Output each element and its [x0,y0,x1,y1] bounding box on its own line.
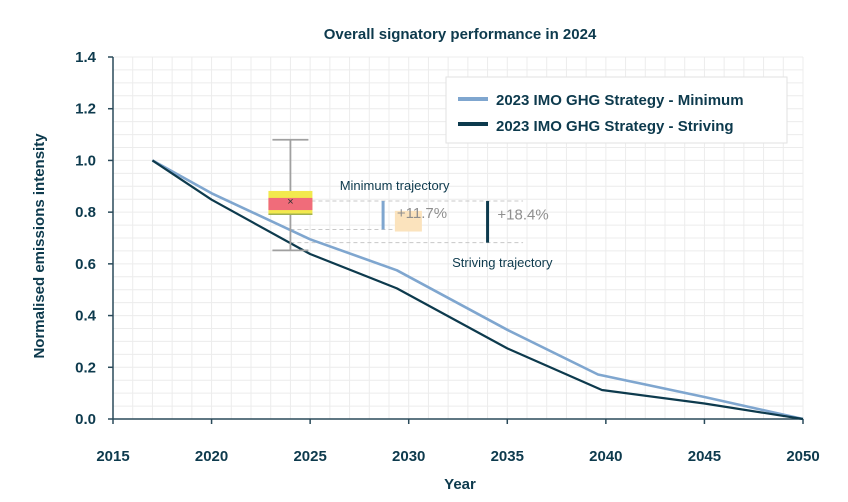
y-axis-label: Normalised emissions intensity [31,133,48,359]
x-axis-label: Year [444,476,476,493]
x-tick-label: 2015 [96,448,129,465]
y-tick-label: 1.0 [75,152,96,169]
chart-title: Overall signatory performance in 2024 [324,26,597,43]
label-striving-gap: +18.4% [497,206,548,223]
box-inner-range [268,197,313,211]
axes: 2015 2020 2025 2030 2035 2040 2045 2050 0.0 0.2 0.… [75,49,820,465]
highlight-minimum-gap [394,210,422,232]
x-tick-label: 2030 [392,448,425,465]
y-tick-label: 0.2 [75,359,96,376]
x-tick-label: 2050 [786,448,819,465]
series-line-minimum [151,159,804,421]
x-tick-label: 2040 [589,448,622,465]
y-tick-label: 0.8 [75,204,96,221]
legend-box [445,76,788,144]
legend-label-striving: 2023 IMO GHG Strategy - Striving [496,118,734,135]
x-tick-label: 2045 [688,448,721,465]
legend-label-minimum: 2023 IMO GHG Strategy - Minimum [496,92,744,109]
y-tick-label: 0.0 [75,411,96,428]
label-striving-trajectory: Striving trajectory [452,255,553,270]
legend: 2023 IMO GHG Strategy - Minimum 2023 IMO… [445,76,788,144]
y-tick-label: 0.6 [75,256,96,273]
label-minimum-gap: +11.7% [397,205,447,222]
box-plot-2024: × [268,138,313,252]
y-tick-label: 0.4 [75,308,97,325]
x-tick-label: 2025 [293,448,326,465]
series-line-striving [151,159,804,421]
series-lines [151,159,804,421]
x-tick-label: 2020 [195,448,228,465]
box-mean-marker: × [287,196,293,208]
x-tick-label: 2035 [491,448,524,465]
label-minimum-trajectory: Minimum trajectory [340,178,450,193]
y-tick-label: 1.4 [75,49,97,66]
y-tick-label: 1.2 [75,101,96,118]
annotations: +11.7% +18.4% Minimum trajectory Striving t… [340,178,553,270]
